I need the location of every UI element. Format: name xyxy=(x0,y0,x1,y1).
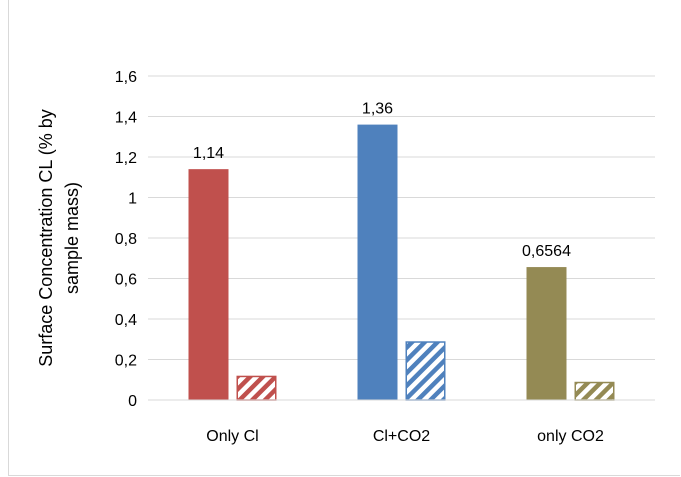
x-category-label: Cl+CO2 xyxy=(373,428,430,445)
bar-hatched xyxy=(236,375,277,401)
bar-solid xyxy=(188,169,229,400)
bar-solid xyxy=(357,124,398,400)
y-axis-tick-labels: 0 0,2 0,4 0,6 0,8 1 1,2 1,4 1,6 xyxy=(115,69,137,410)
y-tick-label: 1 xyxy=(128,191,137,208)
y-axis-title-line: Surface Concentration CL (% by xyxy=(36,109,56,366)
y-axis-title: Surface Concentration CL (% by sample mas… xyxy=(36,109,82,366)
x-category-label: Only Cl xyxy=(206,428,258,445)
y-tick-label: 1,4 xyxy=(115,110,137,127)
y-tick-label: 0,6 xyxy=(115,272,137,289)
data-label: 1,14 xyxy=(193,145,224,162)
bar-hatched xyxy=(574,381,615,401)
x-axis-category-labels: Only Cl Cl+CO2 only CO2 xyxy=(206,428,604,445)
y-axis-title-line: sample mass) xyxy=(62,182,82,294)
data-labels: 1,14 1,36 0,6564 xyxy=(193,101,571,260)
gridlines xyxy=(148,75,655,360)
y-tick-label: 0,2 xyxy=(115,353,137,370)
x-category-label: only CO2 xyxy=(537,428,604,445)
bars xyxy=(188,124,615,401)
y-tick-label: 1,2 xyxy=(115,150,137,167)
y-tick-label: 1,6 xyxy=(115,69,137,86)
data-label: 0,6564 xyxy=(522,243,571,260)
data-label: 1,36 xyxy=(362,101,393,118)
bar-hatched xyxy=(405,341,446,401)
y-tick-label: 0,8 xyxy=(115,231,137,248)
bar-solid xyxy=(526,267,567,400)
y-tick-label: 0 xyxy=(128,393,137,410)
y-tick-label: 0,4 xyxy=(115,312,137,329)
